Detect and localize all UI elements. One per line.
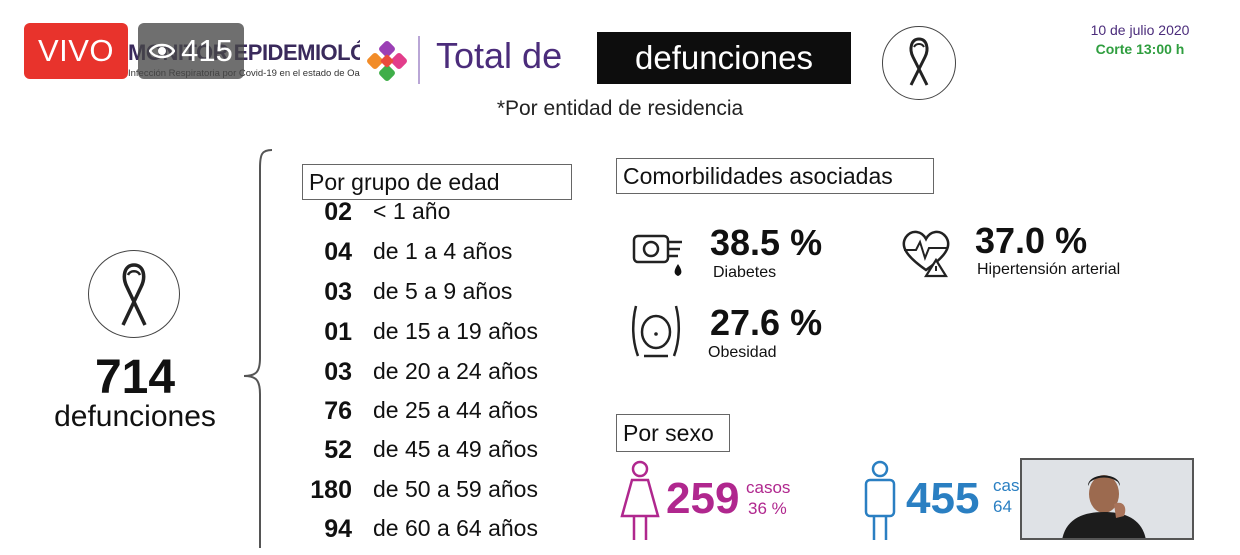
viewer-count-value: 415 [181,33,233,68]
age-group-count: 04 [324,238,352,266]
page-title-prefix: Total de [436,35,563,76]
body-icon [632,305,680,358]
age-group-row: 76 de 25 a 44 años [300,397,600,437]
male-percent: 64 [993,497,1012,516]
age-group-count: 52 [324,436,352,464]
age-group-label: de 50 a 59 años [373,476,538,502]
header-divider [418,36,420,84]
age-group-count: 02 [324,198,352,226]
age-group-row: 03 de 5 a 9 años [300,278,600,318]
age-group-row: 03 de 20 a 24 años [300,358,600,398]
page-subtitle: *Por entidad de residencia [496,97,744,120]
age-group-label: de 1 a 4 años [373,238,513,264]
sex-heading: Por sexo [616,414,730,452]
report-date: 10 de julio 2020 [1090,22,1190,38]
government-logo-icon [367,41,407,81]
age-group-label: < 1 año [373,198,451,224]
age-group-row: 180 de 50 a 59 años [300,476,600,516]
age-group-count: 76 [324,397,352,425]
age-group-count: 01 [324,318,352,346]
total-deaths-value: 714 [94,351,176,404]
age-group-label: de 5 a 9 años [373,278,513,304]
total-deaths-label: defunciones [54,400,216,433]
female-cases-label: casos [746,478,791,497]
female-percent: 36 % [748,499,787,518]
glucometer-icon [632,234,682,276]
age-group-row: 04 de 1 a 4 años [300,238,600,278]
age-group-count: 94 [324,515,352,543]
diabetes-percent: 38.5 % [710,222,823,263]
live-badge: VIVO [24,23,128,79]
curly-brace [243,149,273,548]
ribbon-badge [882,26,956,100]
age-group-label: de 15 a 19 años [373,318,538,344]
awareness-ribbon-icon [909,37,929,86]
age-group-label: de 45 a 49 años [373,436,538,462]
banner-subtitle: Infección Respiratoria por Covid-19 en e… [128,68,360,79]
viewer-count: 415 [138,23,244,79]
age-groups-heading: Por grupo de edad [302,164,572,200]
age-group-label: de 25 a 44 años [373,397,538,423]
age-group-label: de 60 a 64 años [373,515,538,541]
interpreter-person-icon [1022,460,1192,538]
ribbon-badge-large [88,250,180,338]
age-group-count: 180 [310,476,352,504]
female-count: 259 [666,474,740,523]
report-cut-time: Corte 13:00 h [1095,41,1185,57]
age-group-label: de 20 a 24 años [373,358,538,384]
page-title-highlight: defunciones [597,32,851,84]
hypertension-label: Hipertensión arterial [977,261,1121,278]
obesity-label: Obesidad [708,344,777,361]
male-icon [864,460,896,540]
male-cases-label: cas [993,476,1020,495]
awareness-ribbon-icon [121,263,147,326]
diabetes-label: Diabetes [713,264,777,281]
age-group-count: 03 [324,358,352,386]
comorbidities-heading: Comorbilidades asociadas [616,158,934,194]
obesity-percent: 27.6 % [710,302,823,343]
interpreter-video [1020,458,1194,540]
age-group-count: 03 [324,278,352,306]
female-icon [620,460,660,540]
eye-icon [149,43,176,59]
age-group-row: 52 de 45 a 49 años [300,436,600,476]
heart-warning-icon [902,230,950,278]
age-group-row: 94 de 60 a 64 años [300,515,600,555]
male-count: 455 [906,474,980,523]
hypertension-percent: 37.0 % [975,220,1088,261]
age-group-row: 02 < 1 año [300,198,600,238]
age-group-row: 01 de 15 a 19 años [300,318,600,358]
